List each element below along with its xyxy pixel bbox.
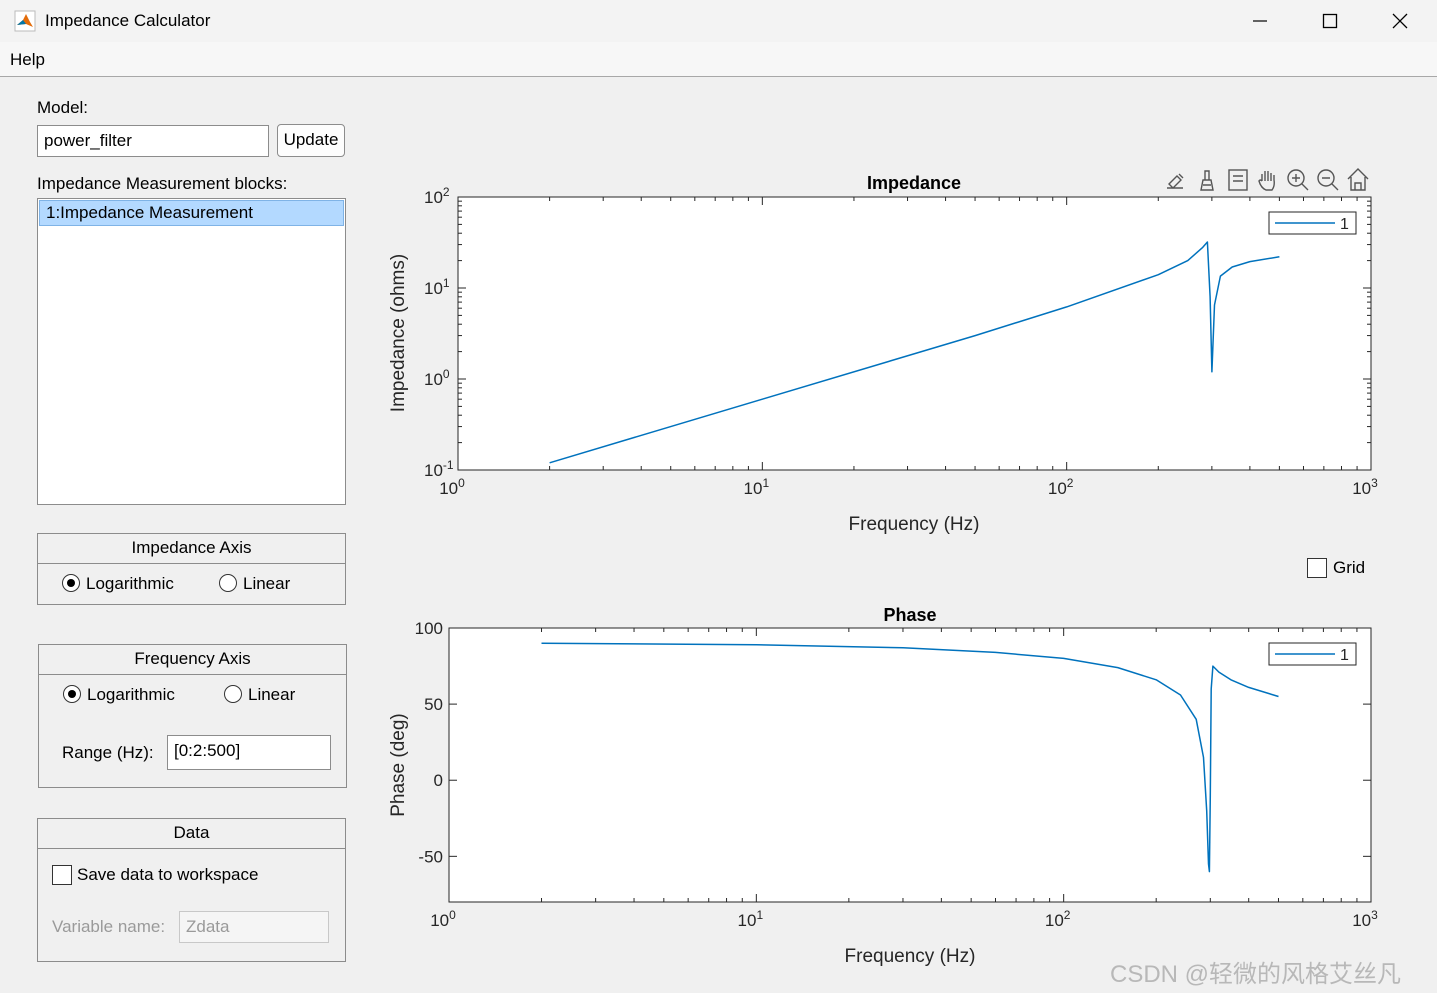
plot-area: [448, 627, 1372, 903]
zoom-out-icon[interactable]: [1317, 169, 1339, 191]
frequency-axis-panel: Frequency Axis: [38, 644, 347, 788]
datatip-icon[interactable]: [1228, 169, 1248, 191]
frequency-log-radio[interactable]: [63, 685, 81, 703]
y-axis-label: Phase (deg): [388, 713, 409, 817]
zoom-in-icon[interactable]: [1287, 169, 1309, 191]
frequency-axis-title: Frequency Axis: [39, 645, 346, 675]
blocks-listbox[interactable]: 1:Impedance Measurement: [37, 198, 346, 505]
x-axis-label: Frequency (Hz): [849, 514, 980, 535]
series-line: [541, 642, 1279, 873]
x-tick-label: 100: [430, 908, 456, 930]
menu-bar: [0, 42, 1437, 77]
impedance-log-label: Logarithmic: [86, 574, 174, 593]
model-label: Model:: [37, 98, 89, 117]
blocks-label: Impedance Measurement blocks:: [37, 174, 288, 193]
range-input[interactable]: [0:2:500]: [167, 735, 331, 770]
y-tick-label: 50: [424, 695, 443, 714]
data-panel-title: Data: [38, 819, 345, 849]
data-brush-icon[interactable]: [1200, 170, 1214, 191]
impedance-linear-label: Linear: [243, 574, 291, 593]
data-panel: Data: [37, 818, 346, 962]
variable-name-label: Variable name:: [52, 917, 166, 936]
chart-title: Phase: [883, 605, 936, 625]
title-bar: [0, 0, 1437, 42]
grid-label: Grid: [1333, 558, 1366, 577]
pan-icon[interactable]: [1258, 171, 1275, 191]
menu-help[interactable]: Help: [10, 50, 45, 69]
close-button[interactable]: [1365, 0, 1435, 42]
update-button[interactable]: Update: [277, 124, 345, 157]
y-tick-label: 0: [434, 771, 443, 790]
maximize-icon: [1322, 13, 1338, 29]
frequency-linear-radio[interactable]: [224, 685, 242, 703]
minimize-button[interactable]: [1225, 0, 1295, 42]
x-axis-label: Frequency (Hz): [845, 946, 976, 967]
matlab-app-icon: [14, 10, 36, 32]
close-icon: [1392, 13, 1408, 29]
home-icon[interactable]: [1347, 168, 1369, 191]
save-data-checkbox[interactable]: [52, 865, 72, 885]
phase-chart: Phase Frequency (Hz) Phase (deg) 100 101 1…: [388, 605, 1378, 967]
impedance-chart: Impedance Frequency (Hz) Impedance (ohms…: [388, 173, 1378, 535]
y-tick-label: -50: [418, 847, 443, 866]
y-tick-label: 101: [424, 276, 450, 298]
minimize-icon: [1253, 20, 1267, 22]
chart-title: Impedance: [867, 173, 961, 193]
legend-entry: 1: [1340, 647, 1349, 664]
y-tick-label: 10-1: [424, 458, 454, 480]
x-tick-label: 100: [439, 476, 465, 498]
watermark: CSDN @轻微的风格艾丝凡: [1110, 961, 1402, 988]
y-tick-label: 100: [424, 367, 450, 389]
frequency-log-label: Logarithmic: [87, 685, 175, 704]
y-tick-label: 102: [424, 185, 450, 207]
x-tick-label: 102: [1048, 476, 1074, 498]
legend-entry: 1: [1340, 216, 1349, 233]
y-tick-label: 100: [415, 619, 443, 638]
x-tick-label: 102: [1045, 908, 1071, 930]
legend[interactable]: 1: [1268, 211, 1357, 235]
variable-name-input: Zdata: [179, 911, 329, 943]
x-tick-label: 103: [1352, 476, 1378, 498]
brush-export-icon[interactable]: [1167, 173, 1184, 189]
list-item[interactable]: 1:Impedance Measurement: [39, 200, 344, 226]
model-input[interactable]: power_filter: [37, 125, 269, 157]
impedance-linear-radio[interactable]: [219, 574, 237, 592]
maximize-button[interactable]: [1295, 0, 1365, 42]
plot-area: [457, 196, 1372, 471]
frequency-linear-label: Linear: [248, 685, 296, 704]
grid-checkbox[interactable]: [1307, 558, 1327, 578]
series-line: [549, 241, 1280, 464]
window-title: Impedance Calculator: [45, 11, 211, 30]
range-label: Range (Hz):: [62, 743, 154, 762]
axes-toolbar: [1163, 166, 1373, 194]
save-data-label: Save data to workspace: [77, 865, 259, 884]
y-axis-label: Impedance (ohms): [388, 254, 409, 412]
impedance-axis-title: Impedance Axis: [38, 534, 345, 564]
legend[interactable]: 1: [1268, 642, 1357, 666]
x-tick-label: 101: [744, 476, 770, 498]
x-tick-label: 103: [1352, 908, 1378, 930]
x-tick-label: 101: [738, 908, 764, 930]
impedance-log-radio[interactable]: [62, 574, 80, 592]
impedance-axis-panel: Impedance Axis: [37, 533, 346, 605]
